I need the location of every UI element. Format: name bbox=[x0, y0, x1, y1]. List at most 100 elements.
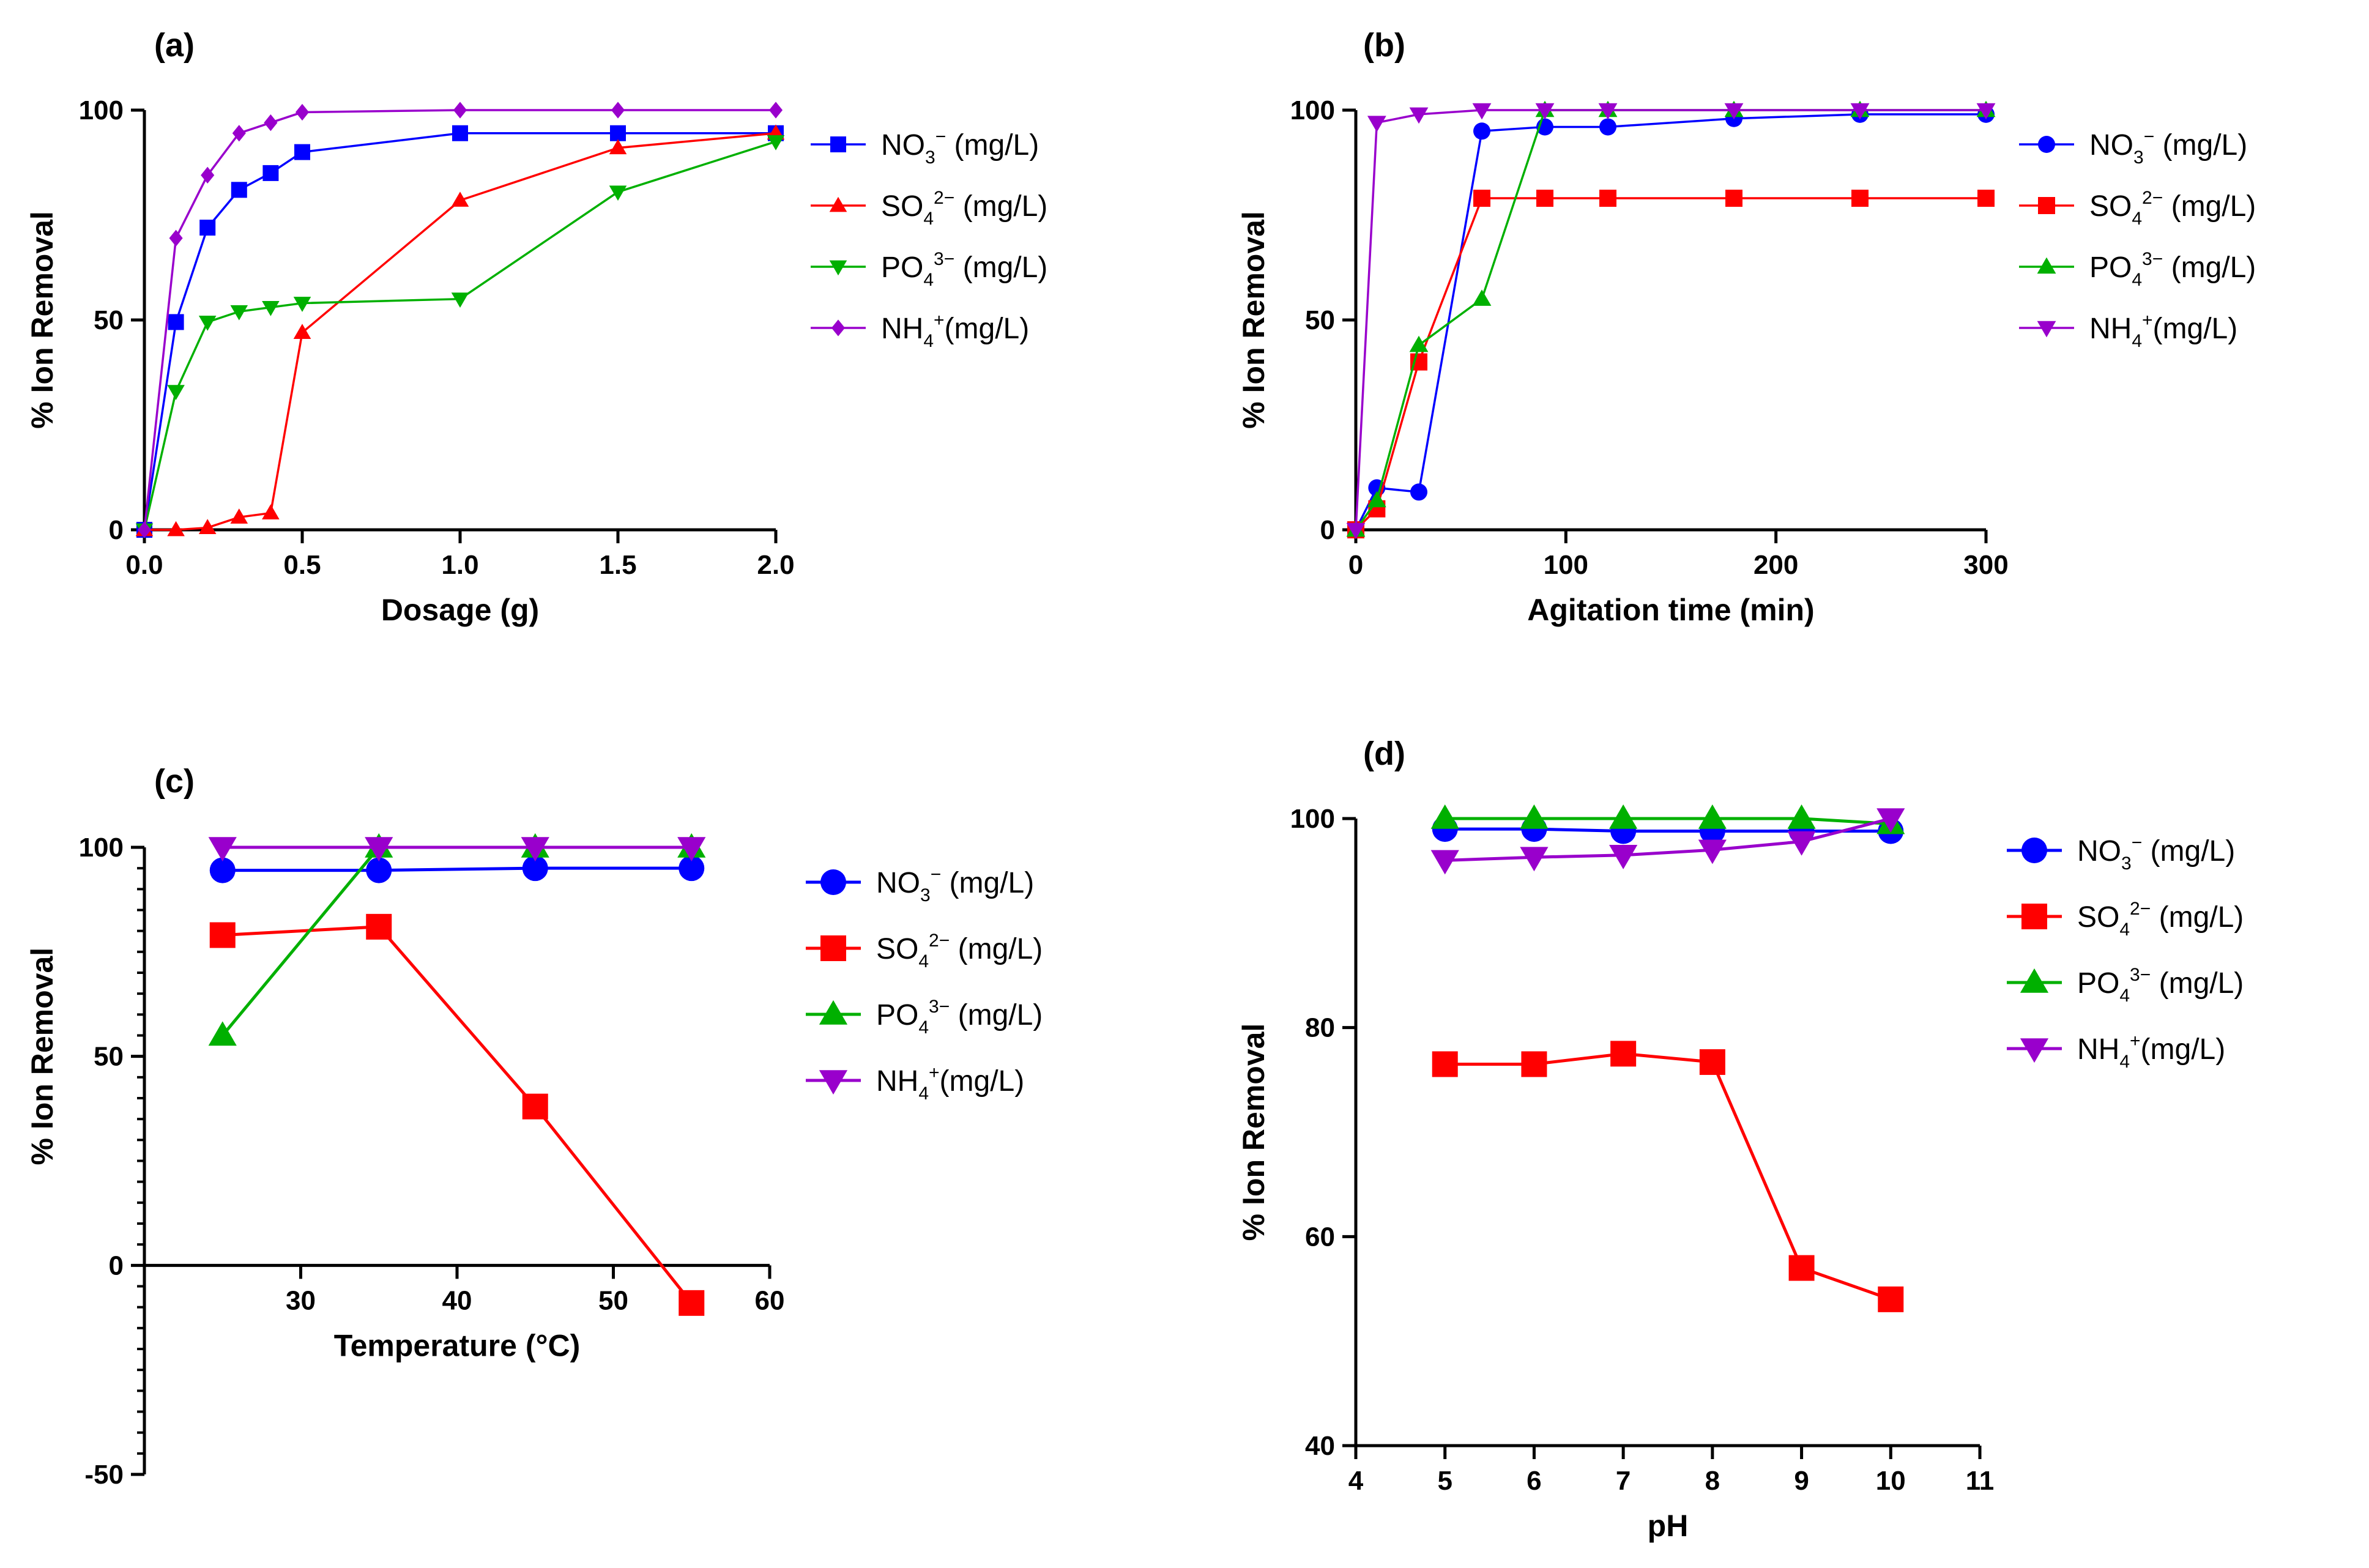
data-point-phosphate bbox=[198, 316, 217, 331]
series-nitrate bbox=[1347, 105, 1995, 538]
legend-marker-sulfate bbox=[2038, 197, 2055, 214]
data-point-nitrate bbox=[209, 857, 236, 883]
y-axis-title: % Ion Removal bbox=[25, 211, 59, 429]
data-point-ammonium bbox=[1367, 116, 1386, 132]
data-point-phosphate bbox=[262, 301, 280, 316]
series-line-nitrate bbox=[1445, 827, 1891, 833]
data-point-sulfate bbox=[230, 508, 248, 524]
legend: NO3− (mg/L)SO42− (mg/L)PO43− (mg/L)NH4+(… bbox=[2019, 127, 2256, 351]
ion-superscript: 3− bbox=[929, 997, 950, 1017]
data-point-ammonium bbox=[365, 837, 393, 862]
data-point-nitrate bbox=[366, 857, 392, 883]
data-point-phosphate bbox=[1430, 804, 1459, 829]
ion-unit: (mg/L) bbox=[941, 867, 1034, 899]
data-point-ammonium bbox=[137, 521, 152, 538]
data-point-nitrate bbox=[1473, 122, 1490, 140]
data-point-phosphate bbox=[1472, 289, 1492, 306]
legend: NO3− (mg/L)SO42− (mg/L)PO43− (mg/L)NH4+(… bbox=[2007, 833, 2244, 1072]
data-point-ammonium bbox=[1535, 103, 1555, 120]
data-point-ammonium bbox=[611, 102, 625, 119]
ion-superscript: − bbox=[935, 127, 946, 147]
ion-subscript: 3 bbox=[920, 885, 931, 905]
data-point-ammonium bbox=[208, 837, 237, 862]
series-phosphate bbox=[1346, 100, 1996, 537]
legend-label: PO43− (mg/L) bbox=[881, 249, 1047, 290]
series-line-ammonium bbox=[1445, 817, 1891, 862]
legend-item-phosphate: PO43− (mg/L) bbox=[2019, 249, 2256, 290]
x-tick-label: 50 bbox=[598, 1285, 628, 1315]
legend-label: PO43− (mg/L) bbox=[2077, 965, 2244, 1006]
ion-superscript: + bbox=[2130, 1031, 2141, 1051]
y-tick-label: 50 bbox=[94, 305, 124, 335]
legend-label: PO43− (mg/L) bbox=[876, 997, 1043, 1038]
data-point-ammonium bbox=[1698, 839, 1727, 864]
ion-base: NO bbox=[2089, 129, 2133, 162]
data-point-ammonium bbox=[768, 102, 783, 119]
y-tick-label: 100 bbox=[1290, 95, 1335, 125]
x-tick-label: 11 bbox=[1966, 1466, 1995, 1496]
y-tick-label: 100 bbox=[79, 833, 124, 863]
panel-b: (b) 0 50 100 0 100 200 300 Agitation time (min)%… bbox=[1237, 27, 2256, 627]
ion-subscript: 4 bbox=[2119, 1052, 2130, 1072]
ion-superscript: − bbox=[2144, 127, 2155, 147]
data-point-sulfate bbox=[1878, 1286, 1904, 1312]
ion-subscript: 4 bbox=[923, 209, 934, 229]
legend-item-nitrate: NO3− (mg/L) bbox=[806, 864, 1034, 905]
data-point-phosphate bbox=[1409, 335, 1429, 352]
series-ammonium bbox=[137, 102, 783, 538]
data-point-ammonium bbox=[295, 103, 310, 121]
legend-item-nitrate: NO3− (mg/L) bbox=[2019, 127, 2247, 168]
ion-unit: (mg/L) bbox=[2163, 251, 2256, 284]
legend-item-nitrate: NO3− (mg/L) bbox=[2007, 833, 2235, 874]
data-point-ammonium bbox=[1724, 103, 1744, 120]
legend-marker-nitrate bbox=[820, 869, 846, 895]
y-tick-label: 0 bbox=[109, 515, 124, 545]
data-point-sulfate bbox=[1977, 190, 1995, 207]
y-tick-label: 50 bbox=[94, 1042, 124, 1072]
ion-unit: (mg/L) bbox=[954, 190, 1047, 223]
series-line-phosphate bbox=[1355, 109, 1986, 531]
data-point-ammonium bbox=[1850, 103, 1870, 120]
data-point-phosphate bbox=[767, 135, 785, 150]
ion-unit: (mg/L) bbox=[2151, 901, 2244, 934]
ion-superscript: 3− bbox=[934, 249, 954, 269]
ion-base: SO bbox=[2077, 901, 2119, 934]
data-point-sulfate bbox=[679, 1290, 705, 1316]
data-point-ammonium bbox=[677, 837, 706, 862]
data-point-sulfate bbox=[1473, 190, 1490, 207]
data-point-ammonium bbox=[1976, 103, 1996, 120]
legend-item-ammonium: NH4+(mg/L) bbox=[2007, 1031, 2225, 1072]
ion-unit: (mg/L) bbox=[945, 313, 1030, 345]
legend-label: NH4+(mg/L) bbox=[2077, 1031, 2225, 1072]
legend-marker-ammonium bbox=[831, 319, 846, 336]
legend-marker-nitrate bbox=[2021, 838, 2047, 863]
ion-unit: (mg/L) bbox=[940, 1065, 1025, 1098]
legend-label: PO43− (mg/L) bbox=[2089, 249, 2256, 290]
legend-item-ammonium: NH4+(mg/L) bbox=[806, 1063, 1024, 1104]
x-tick-label: 0.5 bbox=[283, 550, 321, 580]
data-point-nitrate bbox=[168, 314, 184, 330]
ion-superscript: + bbox=[929, 1063, 940, 1083]
ion-base: NO bbox=[881, 129, 925, 162]
panel-a: (a) 0 50 100 0.0 0.5 1.0 1.5 2.0 Dosage (g) % Ion … bbox=[25, 27, 1047, 627]
x-tick-label: 0 bbox=[1348, 550, 1363, 580]
panel-label-d: (d) bbox=[1363, 735, 1405, 772]
series-sulfate bbox=[1347, 190, 1995, 538]
ion-base: SO bbox=[881, 190, 923, 223]
data-point-nitrate bbox=[1599, 118, 1616, 136]
x-axis-title: Temperature (°C) bbox=[334, 1328, 580, 1362]
legend-item-phosphate: PO43− (mg/L) bbox=[811, 249, 1047, 290]
ion-unit: (mg/L) bbox=[2151, 967, 2244, 1000]
ion-base: PO bbox=[2077, 967, 2119, 1000]
data-point-ammonium bbox=[1409, 107, 1429, 124]
ion-unit: (mg/L) bbox=[2163, 190, 2256, 223]
data-point-nitrate bbox=[679, 855, 705, 882]
data-point-phosphate bbox=[167, 385, 185, 400]
data-point-sulfate bbox=[1725, 190, 1742, 207]
ion-base: NH bbox=[2077, 1033, 2119, 1066]
legend-label: SO42− (mg/L) bbox=[876, 931, 1043, 972]
legend-label: NO3− (mg/L) bbox=[876, 864, 1034, 905]
data-point-ammonium bbox=[264, 114, 278, 132]
legend-marker-ammonium bbox=[819, 1070, 848, 1095]
x-tick-label: 6 bbox=[1527, 1466, 1541, 1496]
